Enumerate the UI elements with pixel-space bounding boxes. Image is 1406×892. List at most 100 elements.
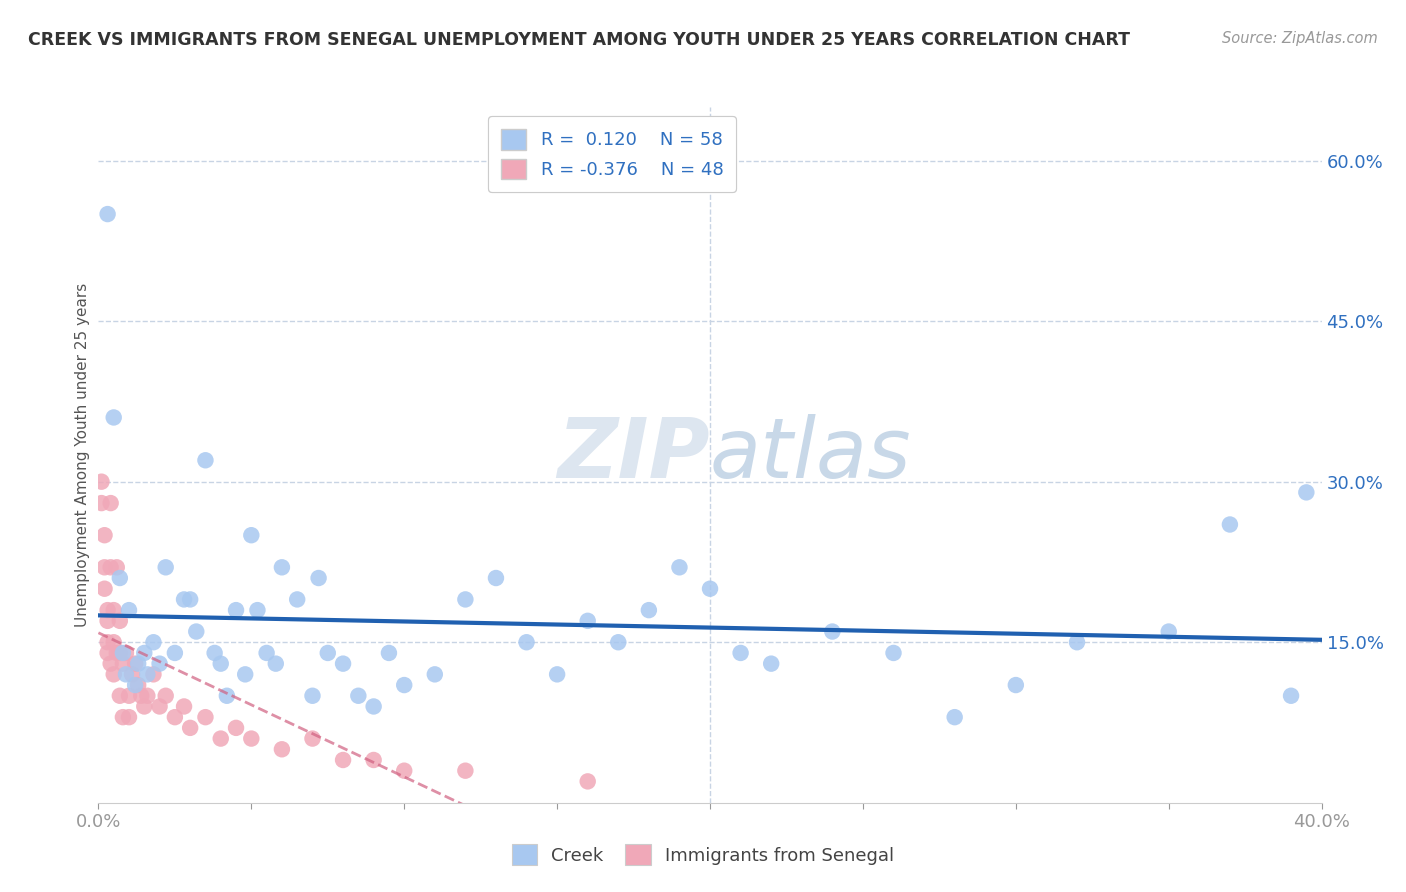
- Text: ZIP: ZIP: [557, 415, 710, 495]
- Point: [730, 646, 752, 660]
- Point: [149, 699, 172, 714]
- Point: [93, 560, 115, 574]
- Point: [155, 560, 177, 574]
- Point: [1157, 624, 1180, 639]
- Point: [546, 667, 568, 681]
- Point: [209, 731, 232, 746]
- Point: [285, 592, 308, 607]
- Point: [129, 689, 152, 703]
- Point: [124, 678, 146, 692]
- Point: [103, 603, 125, 617]
- Point: [111, 657, 134, 671]
- Point: [108, 571, 131, 585]
- Point: [347, 689, 370, 703]
- Point: [121, 667, 143, 681]
- Point: [264, 657, 287, 671]
- Point: [108, 689, 131, 703]
- Point: [90, 475, 112, 489]
- Point: [173, 592, 195, 607]
- Point: [209, 657, 232, 671]
- Point: [332, 753, 354, 767]
- Point: [270, 742, 292, 756]
- Point: [637, 603, 661, 617]
- Point: [136, 667, 159, 681]
- Point: [93, 528, 115, 542]
- Text: Source: ZipAtlas.com: Source: ZipAtlas.com: [1222, 31, 1378, 46]
- Point: [332, 657, 354, 671]
- Point: [127, 657, 149, 671]
- Point: [179, 592, 201, 607]
- Point: [97, 207, 120, 221]
- Point: [316, 646, 339, 660]
- Point: [516, 635, 538, 649]
- Point: [194, 710, 217, 724]
- Point: [134, 699, 156, 714]
- Point: [127, 678, 149, 692]
- Point: [301, 689, 323, 703]
- Point: [607, 635, 630, 649]
- Point: [392, 764, 416, 778]
- Point: [1279, 689, 1302, 703]
- Point: [173, 699, 195, 714]
- Point: [108, 646, 131, 660]
- Point: [118, 710, 141, 724]
- Point: [301, 731, 323, 746]
- Y-axis label: Unemployment Among Youth under 25 years: Unemployment Among Youth under 25 years: [75, 283, 90, 627]
- Point: [759, 657, 782, 671]
- Point: [576, 774, 599, 789]
- Point: [118, 603, 141, 617]
- Point: [142, 635, 165, 649]
- Point: [97, 614, 120, 628]
- Point: [103, 410, 125, 425]
- Point: [225, 603, 247, 617]
- Point: [111, 646, 134, 660]
- Point: [378, 646, 401, 660]
- Point: [194, 453, 217, 467]
- Point: [363, 699, 385, 714]
- Point: [821, 624, 844, 639]
- Point: [225, 721, 247, 735]
- Point: [105, 646, 128, 660]
- Point: [423, 667, 446, 681]
- Point: [485, 571, 508, 585]
- Point: [270, 560, 292, 574]
- Legend: Creek, Immigrants from Senegal: Creek, Immigrants from Senegal: [503, 835, 903, 874]
- Text: CREEK VS IMMIGRANTS FROM SENEGAL UNEMPLOYMENT AMONG YOUTH UNDER 25 YEARS CORRELA: CREEK VS IMMIGRANTS FROM SENEGAL UNEMPLO…: [28, 31, 1130, 49]
- Point: [576, 614, 599, 628]
- Point: [149, 657, 172, 671]
- Point: [454, 592, 477, 607]
- Point: [100, 496, 122, 510]
- Point: [105, 560, 128, 574]
- Point: [155, 689, 177, 703]
- Point: [124, 657, 146, 671]
- Text: atlas: atlas: [710, 415, 911, 495]
- Point: [118, 689, 141, 703]
- Legend: R =  0.120    N = 58, R = -0.376    N = 48: R = 0.120 N = 58, R = -0.376 N = 48: [488, 116, 737, 192]
- Point: [111, 710, 134, 724]
- Point: [179, 721, 201, 735]
- Point: [699, 582, 721, 596]
- Point: [115, 667, 138, 681]
- Point: [1219, 517, 1241, 532]
- Point: [90, 496, 112, 510]
- Point: [115, 646, 138, 660]
- Point: [943, 710, 966, 724]
- Point: [163, 710, 186, 724]
- Point: [134, 646, 156, 660]
- Point: [97, 603, 120, 617]
- Point: [240, 528, 263, 542]
- Point: [308, 571, 330, 585]
- Point: [100, 560, 122, 574]
- Point: [108, 614, 131, 628]
- Point: [454, 764, 477, 778]
- Point: [97, 635, 120, 649]
- Point: [93, 582, 115, 596]
- Point: [363, 753, 385, 767]
- Point: [392, 678, 416, 692]
- Point: [103, 635, 125, 649]
- Point: [97, 646, 120, 660]
- Point: [668, 560, 690, 574]
- Point: [186, 624, 208, 639]
- Point: [256, 646, 278, 660]
- Point: [163, 646, 186, 660]
